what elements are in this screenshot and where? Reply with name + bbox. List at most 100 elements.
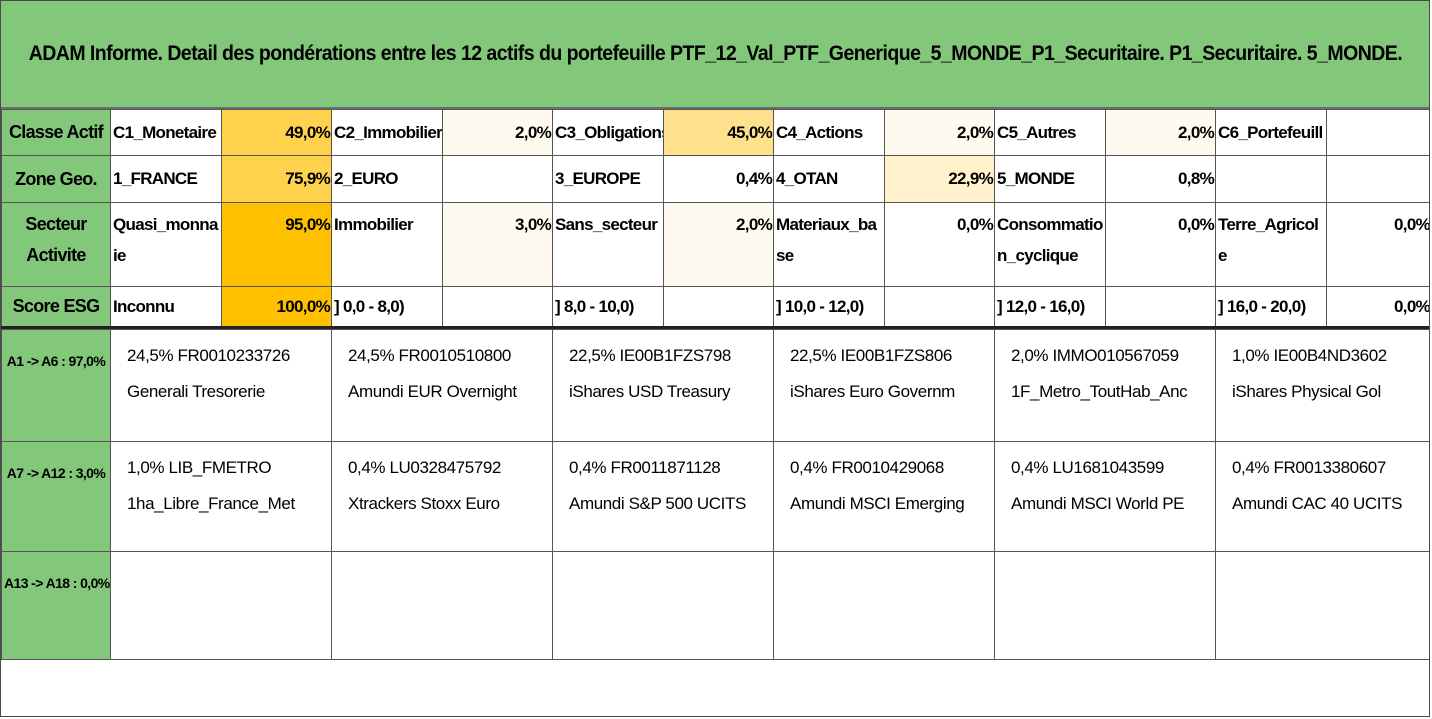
asset-cell: 0,4% FR0011871128 Amundi S&P 500 UCITS [552,441,774,552]
asset-cell: 1,0% LIB_FMETRO 1ha_Libre_France_Met [110,441,332,552]
summary-value [663,286,774,329]
report-title: ADAM Informe. Detail des pondérations en… [28,42,1402,65]
summary-label: C2_Immobilier [331,109,443,156]
summary-label: C1_Monetaire [110,109,222,156]
summary-label: C5_Autres [994,109,1106,156]
asset-name: Amundi MSCI World PE [1011,494,1185,513]
summary-value: 3,0% [442,202,553,287]
asset-name: Xtrackers Stoxx Euro [348,494,500,513]
asset-weight-isin: 1,0% LIB_FMETRO [127,458,272,477]
asset-row-header: A13 -> A18 : 0,0% [1,551,111,660]
summary-label: ] 0,0 - 8,0) [331,286,443,329]
summary-value: 2,0% [884,109,995,156]
summary-value [1105,286,1216,329]
summary-label: Terre_Agricole [1215,202,1327,287]
asset-row-header-text: A1 -> A6 : 97,0% [6,353,106,369]
assets-body: A1 -> A6 : 97,0% 24,5% FR0010233726 Gener… [1,329,1429,660]
summary-value: 22,9% [884,155,995,203]
asset-row-header-text: A7 -> A12 : 3,0% [6,465,106,481]
asset-weight-isin: 0,4% LU1681043599 [1011,458,1164,477]
summary-value [442,155,553,203]
asset-row-a7-a12: A7 -> A12 : 3,0% 1,0% LIB_FMETRO 1ha_Libr… [1,441,1429,552]
asset-cell [331,551,553,660]
secteur-activite-row: Secteur Activite Quasi_monnaie 95,0% Immob… [1,202,1429,287]
summary-label: ] 8,0 - 10,0) [552,286,664,329]
asset-name: iShares Euro Governm [790,382,955,401]
summary-label: Inconnu [110,286,222,329]
asset-name: 1F_Metro_ToutHab_Anc [1011,382,1188,401]
asset-cell [110,551,332,660]
asset-cell [773,551,995,660]
row-header-secteur-activite: Secteur Activite [1,202,111,287]
asset-weight-isin: 0,4% LU0328475792 [348,458,501,477]
asset-weight-isin: 0,4% FR0010429068 [790,458,944,477]
asset-weight-isin: 24,5% FR0010233726 [127,346,290,365]
asset-name: iShares USD Treasury [569,382,731,401]
title-bar: ADAM Informe. Detail des pondérations en… [1,1,1429,109]
row-header-classe-actif: Classe Actif [1,109,111,156]
asset-name: Generali Tresorerie [127,382,265,401]
summary-value: 0,0% [1105,202,1216,287]
summary-label: 2_EURO [331,155,443,203]
asset-weight-isin: 24,5% FR0010510800 [348,346,511,365]
summary-label: ] 16,0 - 20,0) [1215,286,1327,329]
asset-cell: 0,4% LU0328475792 Xtrackers Stoxx Euro [331,441,553,552]
asset-name: 1ha_Libre_France_Met [127,494,295,513]
asset-cell: 1,0% IE00B4ND3602 iShares Physical Gol [1215,329,1429,442]
row-header-secteur-activite-text: Secteur Activite [25,214,87,265]
summary-label: Immobilier [331,202,443,287]
asset-cell: 24,5% FR0010233726 Generali Tresorerie [110,329,332,442]
summary-label: ] 12,0 - 16,0) [994,286,1106,329]
summary-value: 45,0% [663,109,774,156]
summary-value: 49,0% [221,109,332,156]
asset-cell [994,551,1216,660]
summary-value: 0,0% [1326,286,1429,329]
summary-label: Quasi_monnaie [110,202,222,287]
zone-geo-row: Zone Geo. 1_FRANCE 75,9% 2_EURO 3_EUROPE 0,4… [1,155,1429,203]
summary-label: 1_FRANCE [110,155,222,203]
asset-name: Amundi S&P 500 UCITS [569,494,746,513]
classe-actif-row: Classe Actif C1_Monetaire 49,0% C2_Immobil… [1,109,1429,156]
asset-row-header-text: A13 -> A18 : 0,0% [4,575,110,591]
summary-value: 95,0% [221,202,332,287]
asset-weight-isin: 0,4% FR0013380607 [1232,458,1386,477]
asset-cell: 0,4% LU1681043599 Amundi MSCI World PE [994,441,1216,552]
asset-cell: 0,4% FR0010429068 Amundi MSCI Emerging [773,441,995,552]
summary-label: C4_Actions [773,109,885,156]
row-header-score-esg: Score ESG [1,286,111,329]
asset-name: Amundi EUR Overnight [348,382,517,401]
summary-value: 2,0% [663,202,774,287]
asset-row-a13-a18: A13 -> A18 : 0,0% [1,551,1429,660]
asset-cell: 24,5% FR0010510800 Amundi EUR Overnight [331,329,553,442]
asset-name: iShares Physical Gol [1232,382,1381,401]
asset-weight-isin: 1,0% IE00B4ND3602 [1232,346,1387,365]
asset-cell: 0,4% FR0013380607 Amundi CAC 40 UCITS [1215,441,1429,552]
assets-table: A1 -> A6 : 97,0% 24,5% FR0010233726 Gener… [1,329,1429,660]
asset-row-header: A7 -> A12 : 3,0% [1,441,111,552]
summary-value: 0,4% [663,155,774,203]
asset-name: Amundi CAC 40 UCITS [1232,494,1403,513]
summary-value [442,286,553,329]
summary-label: Consommation_cyclique [994,202,1106,287]
summary-value: 75,9% [221,155,332,203]
summary-value: 2,0% [442,109,553,156]
summary-label [1215,155,1327,203]
summary-value: 2,0% [1105,109,1216,156]
asset-weight-isin: 2,0% IMMO010567059 [1011,346,1179,365]
row-header-zone-geo: Zone Geo. [1,155,111,203]
summary-value: 0,0% [1326,202,1429,287]
summary-value [884,286,995,329]
summary-value: 0,0% [884,202,995,287]
summary-label: 5_MONDE [994,155,1106,203]
asset-cell: 22,5% IE00B1FZS798 iShares USD Treasury [552,329,774,442]
summary-body: Classe Actif C1_Monetaire 49,0% C2_Immobil… [1,109,1429,329]
summary-label: 3_EUROPE [552,155,664,203]
summary-label: Sans_secteur [552,202,664,287]
asset-cell [552,551,774,660]
summary-table: Classe Actif C1_Monetaire 49,0% C2_Immobil… [1,109,1429,329]
asset-row-header: A1 -> A6 : 97,0% [1,329,111,442]
asset-cell: 22,5% IE00B1FZS806 iShares Euro Governm [773,329,995,442]
asset-cell [1215,551,1429,660]
summary-value [1326,155,1429,203]
